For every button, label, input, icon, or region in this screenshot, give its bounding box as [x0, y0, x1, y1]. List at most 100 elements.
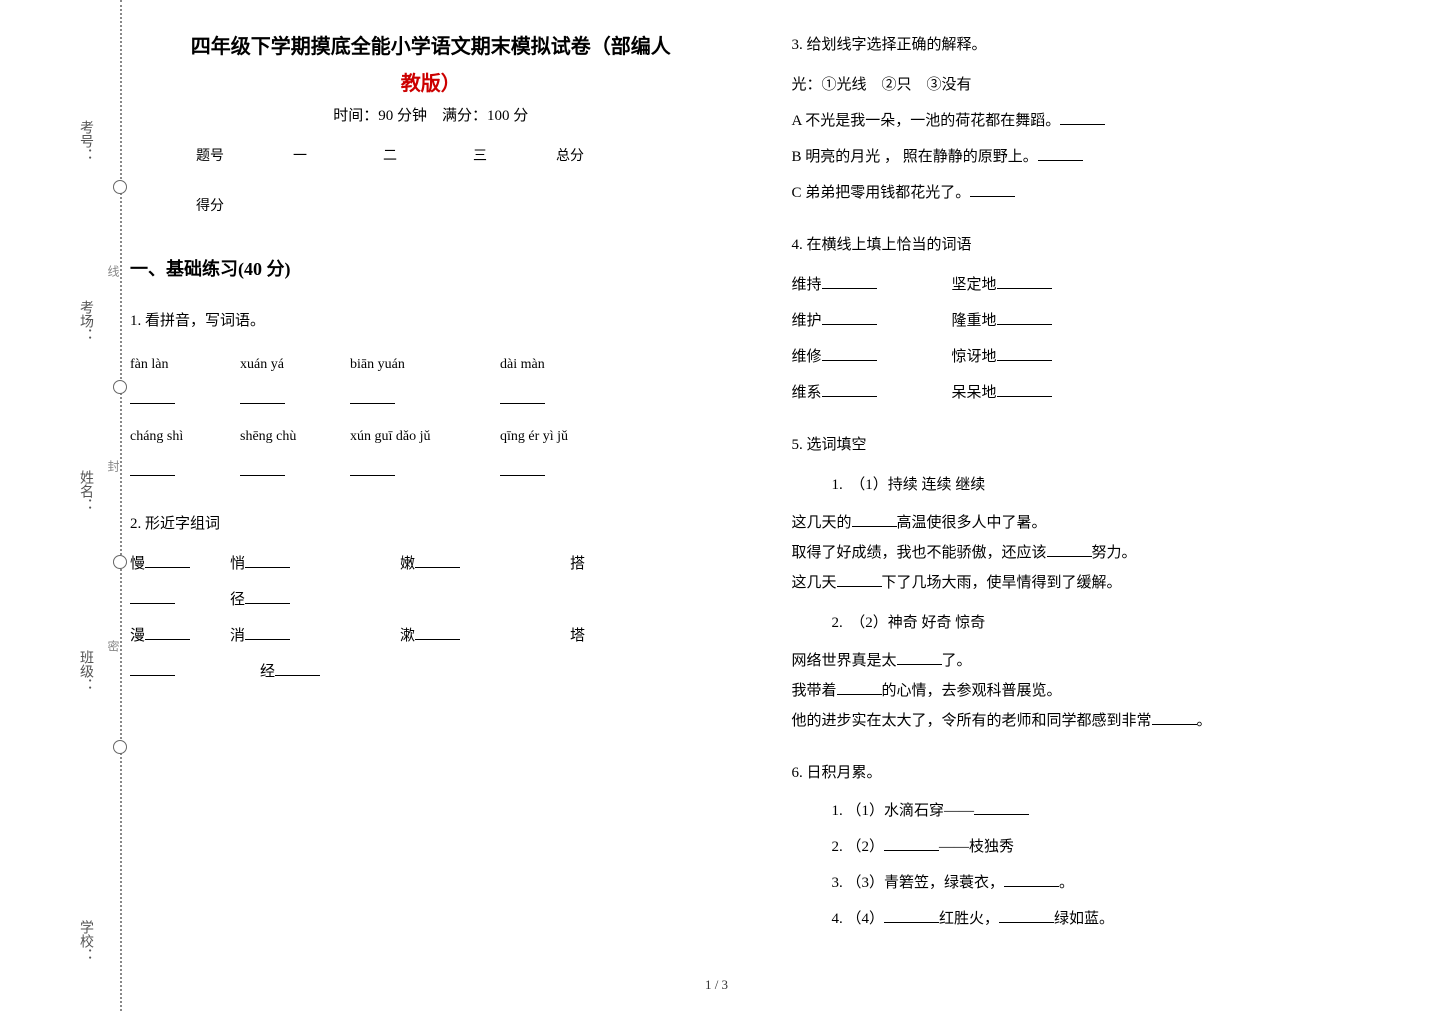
q5-sentence: 取得了好成绩，我也不能骄傲，还应该努力。 — [792, 538, 1394, 568]
answer-blank[interactable] — [1060, 110, 1105, 125]
q3-item: C 弟弟把零用钱都花光了。 — [792, 178, 1394, 208]
answer-blank[interactable] — [897, 650, 942, 665]
pinyin-cell: xún guī dǎo jǔ — [350, 423, 500, 451]
sentence: A 不光是我一朵，一池的荷花都在舞蹈。 — [792, 113, 1061, 129]
answer-blank[interactable] — [852, 512, 897, 527]
seal-char: 线 — [105, 265, 122, 289]
answer-blank[interactable] — [997, 346, 1052, 361]
answer-blank[interactable] — [884, 908, 939, 923]
score-col: 三 — [460, 145, 500, 165]
answer-blank[interactable] — [245, 625, 290, 640]
answer-blank[interactable] — [997, 274, 1052, 289]
text: 努力。 — [1092, 545, 1137, 561]
punch-circle — [113, 740, 127, 754]
answer-blank[interactable] — [822, 310, 877, 325]
pinyin-cell: biān yuán — [350, 351, 500, 379]
answer-blank[interactable] — [822, 382, 877, 397]
answer-blank[interactable] — [240, 387, 350, 415]
pinyin-cell: qīng ér yì jǔ — [500, 423, 610, 451]
answer-blank[interactable] — [130, 661, 175, 676]
q6-item: （1）水滴石穿—— — [832, 796, 1394, 826]
text: 网络世界真是太 — [792, 653, 897, 669]
text: ——枝独秀 — [939, 839, 1014, 855]
main-content: 四年级下学期摸底全能小学语文期末模拟试卷（部编人 教版） 时间：90 分钟 满分… — [130, 30, 1393, 956]
fill-cell: 维系 — [792, 378, 952, 408]
blank-row — [130, 459, 732, 487]
q1-title: 1. 看拼音，写词语。 — [130, 313, 265, 329]
q5-sentence: 他的进步实在太大了，令所有的老师和同学都感到非常。 — [792, 706, 1394, 736]
answer-blank[interactable] — [997, 382, 1052, 397]
text: 高温使很多人中了暑。 — [897, 515, 1047, 531]
answer-blank[interactable] — [837, 572, 882, 587]
answer-blank[interactable] — [1047, 542, 1092, 557]
fill-row: 维护 隆重地 — [792, 306, 1394, 336]
margin-label-exam-no: 考号： — [75, 120, 95, 162]
word: 维修 — [792, 349, 822, 365]
text: 。 — [1059, 875, 1074, 891]
side-char: 搭 — [570, 549, 610, 579]
answer-blank[interactable] — [1038, 146, 1083, 161]
question-1: 1. 看拼音，写词语。 fàn làn xuán yá biān yuán dà… — [130, 306, 732, 487]
fill-cell: 隆重地 — [952, 306, 1112, 336]
char-cell: 消 — [230, 621, 400, 651]
answer-blank[interactable] — [130, 387, 240, 415]
q3-item: B 明亮的月光 ， 照在静静的原野上。 — [792, 142, 1394, 172]
answer-blank[interactable] — [1152, 710, 1197, 725]
q2-row: 漫 消 漱 塔 — [130, 621, 732, 651]
answer-blank[interactable] — [822, 274, 877, 289]
answer-blank[interactable] — [884, 836, 939, 851]
answer-blank[interactable] — [245, 589, 290, 604]
score-col: 一 — [280, 145, 320, 165]
exam-title-line2: 教版） — [130, 67, 732, 96]
answer-blank[interactable] — [415, 553, 460, 568]
q6-list: （1）水滴石穿—— （2）——枝独秀 （3）青箬笠，绿蓑衣，。 （4）红胜火，绿… — [832, 796, 1394, 934]
word: 维系 — [792, 385, 822, 401]
answer-blank[interactable] — [130, 459, 240, 487]
answer-blank[interactable] — [350, 459, 500, 487]
answer-blank[interactable] — [970, 182, 1015, 197]
answer-blank[interactable] — [1004, 872, 1059, 887]
hanzi: 漫 — [130, 628, 145, 644]
answer-blank[interactable] — [145, 625, 190, 640]
q5-sentence: 网络世界真是太 了。 — [792, 646, 1394, 676]
pinyin-cell: xuán yá — [240, 351, 350, 379]
char-cell: 漱 — [400, 621, 570, 651]
answer-blank[interactable] — [974, 800, 1029, 815]
text: 我带着 — [792, 683, 837, 699]
side-char: 塔 — [570, 621, 610, 651]
answer-blank[interactable] — [997, 310, 1052, 325]
text: （3）青箬笠，绿蓑衣， — [847, 875, 1005, 891]
fill-row: 维系 呆呆地 — [792, 378, 1394, 408]
answer-blank[interactable] — [822, 346, 877, 361]
pinyin-cell: shēng chù — [240, 423, 350, 451]
answer-blank[interactable] — [145, 553, 190, 568]
score-header-row: 题号 一 二 三 总分 — [190, 145, 732, 165]
answer-blank[interactable] — [415, 625, 460, 640]
text: （2） — [847, 839, 885, 855]
char-cell: 经 — [230, 657, 400, 687]
right-column: 3. 给划线字选择正确的解释。 光：①光线 ②只 ③没有 A 不光是我一朵，一池… — [792, 30, 1394, 956]
answer-blank[interactable] — [500, 459, 610, 487]
q2-row: 经 — [130, 657, 732, 687]
answer-blank[interactable] — [240, 459, 350, 487]
answer-blank[interactable] — [837, 680, 882, 695]
answer-blank[interactable] — [350, 387, 500, 415]
q3-item: A 不光是我一朵，一池的荷花都在舞蹈。 — [792, 106, 1394, 136]
pinyin-cell: dài màn — [500, 351, 610, 379]
text: 了。 — [942, 653, 972, 669]
text: 他的进步实在太大了，令所有的老师和同学都感到非常 — [792, 713, 1152, 729]
exam-title-line1: 四年级下学期摸底全能小学语文期末模拟试卷（部编人 — [130, 30, 732, 59]
answer-blank[interactable] — [275, 661, 320, 676]
answer-blank[interactable] — [245, 553, 290, 568]
word: 隆重地 — [952, 313, 997, 329]
punch-circle — [113, 180, 127, 194]
fill-row: 维修 惊讶地 — [792, 342, 1394, 372]
section-1-title: 一、基础练习(40 分) — [130, 255, 732, 281]
fill-row: 维持 坚定地 — [792, 270, 1394, 300]
answer-blank[interactable] — [130, 589, 175, 604]
text: （4） — [847, 911, 885, 927]
answer-blank[interactable] — [999, 908, 1054, 923]
option-set: （1）持续 连续 继续 — [858, 477, 986, 493]
answer-blank[interactable] — [500, 387, 610, 415]
seal-char: 封 — [105, 460, 122, 484]
